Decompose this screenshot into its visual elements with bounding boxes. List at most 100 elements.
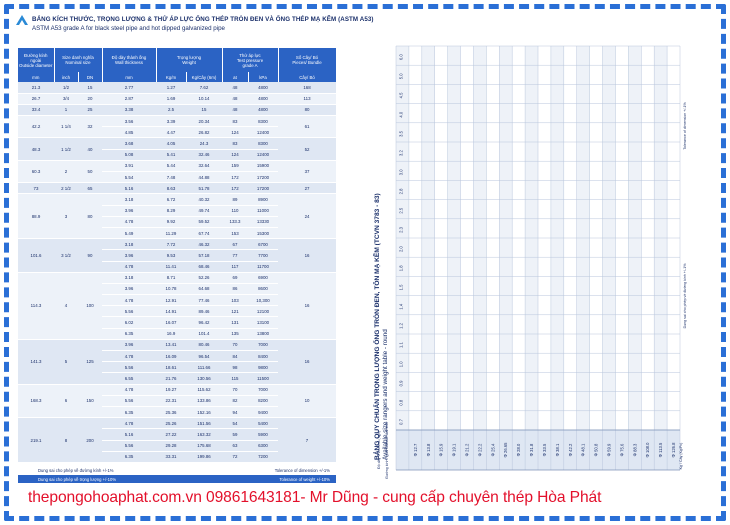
table-cell: 3.56 — [102, 115, 156, 128]
table-cell: 130.56 — [186, 372, 222, 385]
table-cell: 5.41 — [156, 149, 186, 161]
table-cell: 6.55 — [102, 372, 156, 385]
table-cell: 6.72 — [156, 193, 186, 206]
diameter-label: Φ 88.3 — [632, 443, 637, 456]
table-cell: 27 — [278, 182, 337, 195]
table-row: 3.96 8.29 49.74 110 11000 — [18, 205, 336, 217]
table-cell: 14.91 — [156, 305, 186, 318]
table-cell: 3 1/2 — [54, 238, 78, 273]
table-cell: 8300 — [248, 115, 279, 128]
table-cell: 46.32 — [186, 238, 222, 251]
table-cell: 6700 — [248, 238, 279, 251]
col-header-weight: Trọng lượng Weight — [156, 48, 223, 72]
left-footer-dimension-en: Tolerance of dimension +/-1% — [274, 467, 330, 473]
table-cell: 113 — [278, 93, 337, 105]
table-cell: 63 — [222, 440, 248, 452]
table-cell: 48 — [222, 104, 248, 117]
thickness-label: 2.5 — [398, 207, 403, 213]
table-cell: 9400 — [248, 406, 279, 419]
table-cell: 15900 — [248, 160, 279, 173]
col-header-od: Đường kính ngoài Outside diameter — [18, 48, 55, 72]
table-cell: 8200 — [248, 395, 279, 407]
diameter-label: Φ 38.1 — [555, 443, 560, 456]
tcvn-weight-table: 0.7 0.8 0.9 1.0 1.1 1.2 1.4 1.5 1.8 2.0 2.3 2.5 2.8 3… — [360, 40, 690, 480]
table-row: 219.1 8 200 4.78 25.26 151.56 54 5400 7 — [18, 417, 337, 463]
table-cell: 16 — [278, 238, 337, 273]
left-footer-dimension-vn: Dung sai cho phép về đường kính +/-1% — [38, 467, 114, 473]
col-header-nominal: Size danh nghĩa Nominal size — [54, 48, 103, 72]
table-cell: 8.71 — [156, 272, 186, 284]
table-cell: 89 — [222, 193, 248, 206]
thickness-label: 4.5 — [398, 92, 403, 98]
table-cell: 110 — [222, 205, 248, 217]
thickness-label: 2.8 — [398, 188, 403, 194]
table-cell: 5.16 — [102, 428, 156, 441]
thickness-label: 1.5 — [398, 284, 403, 290]
table-cell: 18.61 — [156, 361, 186, 374]
table-cell: 5.16 — [102, 182, 156, 195]
table-cell: 52 — [278, 137, 337, 161]
table-row: 4.78 16.09 96.54 84 8400 — [18, 350, 336, 363]
table-cell: 3.91 — [102, 160, 156, 173]
table-cell: 6.02 — [102, 316, 156, 329]
table-cell: 6900 — [248, 272, 279, 284]
table-cell: 5900 — [248, 428, 279, 441]
table-cell: 115 — [222, 372, 248, 385]
thickness-label: 2.3 — [398, 226, 403, 232]
table-cell: 57.18 — [186, 249, 222, 262]
table-cell: 16.07 — [156, 316, 186, 329]
table-cell: 49.74 — [186, 205, 222, 217]
table-cell: 111.66 — [186, 361, 222, 374]
table-cell: 88.9 — [18, 193, 54, 240]
table-cell: 29.28 — [156, 440, 186, 452]
table-cell: 84 — [222, 350, 248, 363]
table-cell: 117 — [222, 261, 248, 273]
table-cell: 90 — [78, 238, 102, 273]
table-cell: 175.68 — [186, 440, 222, 452]
table-cell: 8600 — [248, 283, 279, 296]
table-cell: 17200 — [248, 171, 279, 184]
table-cell: 32 — [78, 115, 102, 139]
table-cell: 24 — [278, 193, 337, 240]
table-cell: 70 — [222, 339, 248, 352]
thickness-label: 1.4 — [398, 303, 403, 309]
table-cell: 69 — [222, 272, 248, 284]
table-cell: 67 — [222, 238, 248, 251]
thickness-label: 0.9 — [398, 380, 403, 386]
thickness-label: 0.8 — [398, 399, 403, 405]
table-cell: 115.62 — [186, 384, 222, 396]
astm-a53-table: Đường kính ngoài Outside diameter Size da… — [18, 48, 337, 463]
table-cell: 13.41 — [156, 339, 186, 352]
grid-band — [576, 46, 590, 470]
diameter-label: Φ 113.5 — [658, 442, 663, 457]
table-cell: 4.78 — [102, 417, 156, 430]
table-cell: 11700 — [248, 261, 279, 273]
unit-kgm: Kg/m — [156, 72, 187, 82]
table-cell: 96.54 — [186, 350, 222, 363]
table-row: 21.3 1/2 15 2.77 1.27 7.62 48 4800 168 — [18, 82, 337, 94]
table-cell: 114.3 — [18, 272, 54, 340]
table-cell: 7.72 — [156, 238, 186, 251]
table-cell: 4 — [54, 272, 78, 340]
table-cell: 10.78 — [156, 283, 186, 296]
table-cell: 9800 — [248, 361, 279, 374]
table-row: 3.96 10.78 64.68 86 8600 — [18, 283, 336, 296]
table-cell: 8300 — [248, 137, 279, 150]
table-cell: 64.68 — [186, 283, 222, 296]
table-row: 33.4 1 25 3.38 2.5 15 48 4800 80 — [18, 104, 337, 117]
table-cell: 131 — [222, 316, 248, 329]
table-cell: 83 — [222, 115, 248, 128]
table-cell: 33.31 — [156, 451, 186, 463]
table-cell: 5 — [54, 339, 78, 385]
table-cell: 3.96 — [102, 205, 156, 217]
table-cell: 121 — [222, 305, 248, 318]
table-cell: 4800 — [248, 104, 279, 117]
unit-caybo: Cây/ Bó — [278, 72, 337, 82]
table-row: 6.02 16.07 96.42 131 13100 — [18, 316, 336, 329]
table-cell: 50 — [78, 160, 102, 184]
diameter-label: Φ 25.4 — [490, 443, 495, 456]
table-cell: 2.5 — [156, 104, 186, 117]
thickness-label: 0.7 — [398, 418, 403, 424]
table-cell: 4800 — [248, 93, 279, 105]
table-cell: 5.54 — [102, 171, 156, 184]
